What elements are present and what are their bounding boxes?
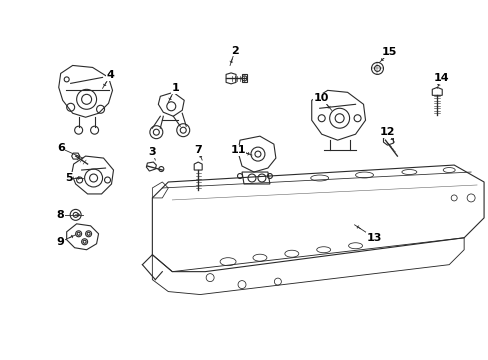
Text: 3: 3	[148, 147, 156, 157]
Text: 9: 9	[57, 237, 64, 247]
Text: 10: 10	[313, 93, 329, 103]
Text: 7: 7	[194, 145, 202, 155]
Text: 12: 12	[379, 127, 394, 137]
Text: 6: 6	[57, 143, 64, 153]
Text: 13: 13	[366, 233, 382, 243]
Text: 4: 4	[106, 71, 114, 80]
Text: 15: 15	[381, 48, 396, 58]
Text: 1: 1	[171, 84, 179, 93]
Text: 2: 2	[231, 45, 239, 55]
Text: 11: 11	[230, 145, 245, 155]
Text: 5: 5	[65, 173, 72, 183]
Text: 8: 8	[57, 210, 64, 220]
Text: 14: 14	[432, 73, 448, 84]
